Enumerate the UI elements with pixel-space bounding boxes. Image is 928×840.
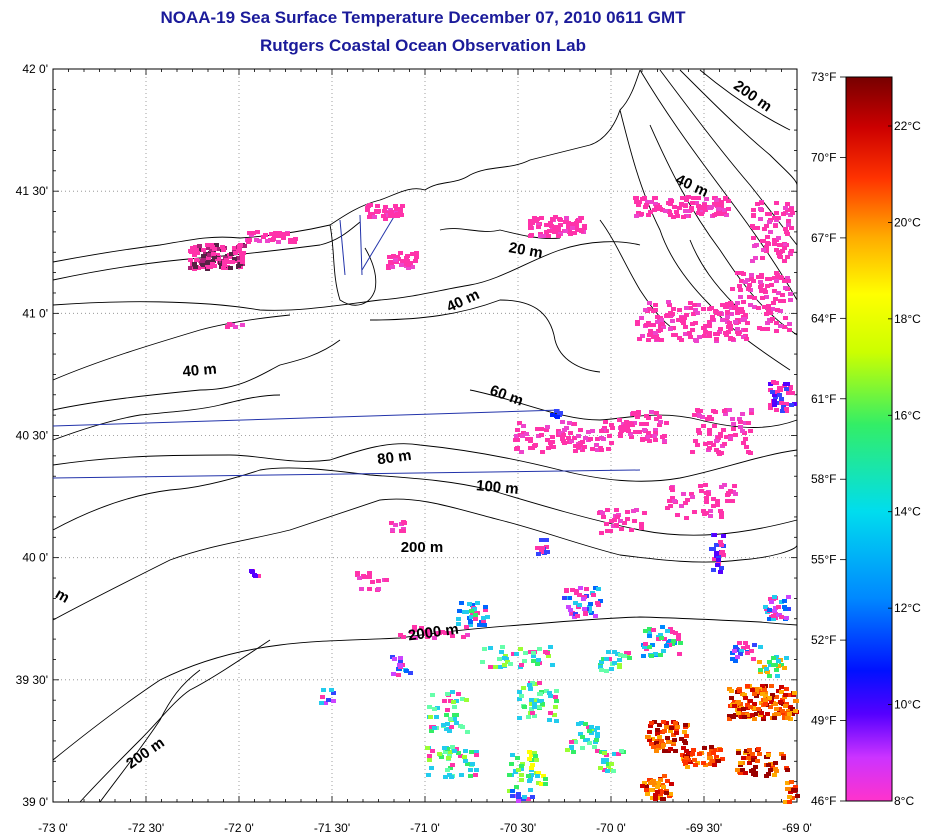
fahrenheit-label: 49°F	[811, 714, 836, 728]
celsius-label: 18°C	[894, 312, 921, 326]
fahrenheit-label: 67°F	[811, 231, 836, 245]
map-subtitle: Rutgers Coastal Ocean Observation Lab	[260, 36, 586, 55]
graticule	[53, 69, 797, 802]
celsius-label: 8°C	[894, 794, 914, 808]
map-title: NOAA-19 Sea Surface Temperature December…	[160, 8, 686, 27]
longitude-label: -71 30'	[314, 821, 350, 835]
latitude-labels: 42 0' 41 30' 41 0' 40 30' 40 0' 39 30' 39 0'	[16, 62, 48, 809]
longitude-label: -72 30'	[128, 821, 164, 835]
isobath-label: 40 m	[182, 361, 218, 381]
celsius-label: 10°C	[894, 698, 921, 712]
isobath-label: 80 m	[376, 447, 412, 469]
latitude-label: 41 0'	[22, 306, 48, 320]
latitude-label: 41 30'	[16, 184, 48, 198]
longitude-label: -71 0'	[410, 821, 440, 835]
fahrenheit-label: 52°F	[811, 633, 836, 647]
color-scale-bar	[845, 76, 893, 802]
longitude-label: -70 0'	[596, 821, 626, 835]
fahrenheit-label: 58°F	[811, 472, 836, 486]
isobath-label: 2000 m	[407, 621, 460, 645]
isobath-label: 100 m	[475, 477, 519, 498]
celsius-label: 16°C	[894, 408, 921, 422]
celsius-label: 22°C	[894, 119, 921, 133]
latitude-label: 40 30'	[16, 429, 48, 443]
celsius-label: 14°C	[894, 505, 921, 519]
isobath-label: 20 m	[507, 239, 544, 262]
fahrenheit-label: 46°F	[811, 794, 836, 808]
longitude-label: -72 0'	[224, 821, 254, 835]
fahrenheit-labels: 73°F 70°F 67°F 64°F 61°F 58°F 55°F 52°F 49°F 46°F	[811, 70, 846, 808]
celsius-labels: 22°C 20°C 18°C 16°C 14°C 12°C 10°C 8°C	[888, 119, 921, 808]
isobath-label: 200 m	[401, 539, 444, 556]
longitude-label: -69 30'	[686, 821, 722, 835]
fahrenheit-label: 73°F	[811, 70, 836, 84]
sst-pixels	[188, 195, 800, 804]
longitude-label: -70 30'	[500, 821, 536, 835]
fahrenheit-label: 61°F	[811, 392, 836, 406]
longitude-labels: -73 0' -72 30' -72 0' -71 30' -71 0' -70 30' -…	[38, 821, 812, 835]
fahrenheit-label: 64°F	[811, 311, 836, 325]
ship-tracks	[52, 214, 641, 479]
latitude-label: 40 0'	[22, 551, 48, 565]
fahrenheit-label: 70°F	[811, 150, 836, 164]
latitude-label: 39 0'	[22, 795, 48, 809]
latitude-label: 39 30'	[16, 673, 48, 687]
celsius-label: 20°C	[894, 215, 921, 229]
celsius-label: 12°C	[894, 601, 921, 615]
longitude-label: -69 0'	[782, 821, 812, 835]
latitude-label: 42 0'	[22, 62, 48, 76]
fahrenheit-label: 55°F	[811, 553, 836, 567]
isobaths	[52, 69, 798, 803]
longitude-label: -73 0'	[38, 821, 68, 835]
